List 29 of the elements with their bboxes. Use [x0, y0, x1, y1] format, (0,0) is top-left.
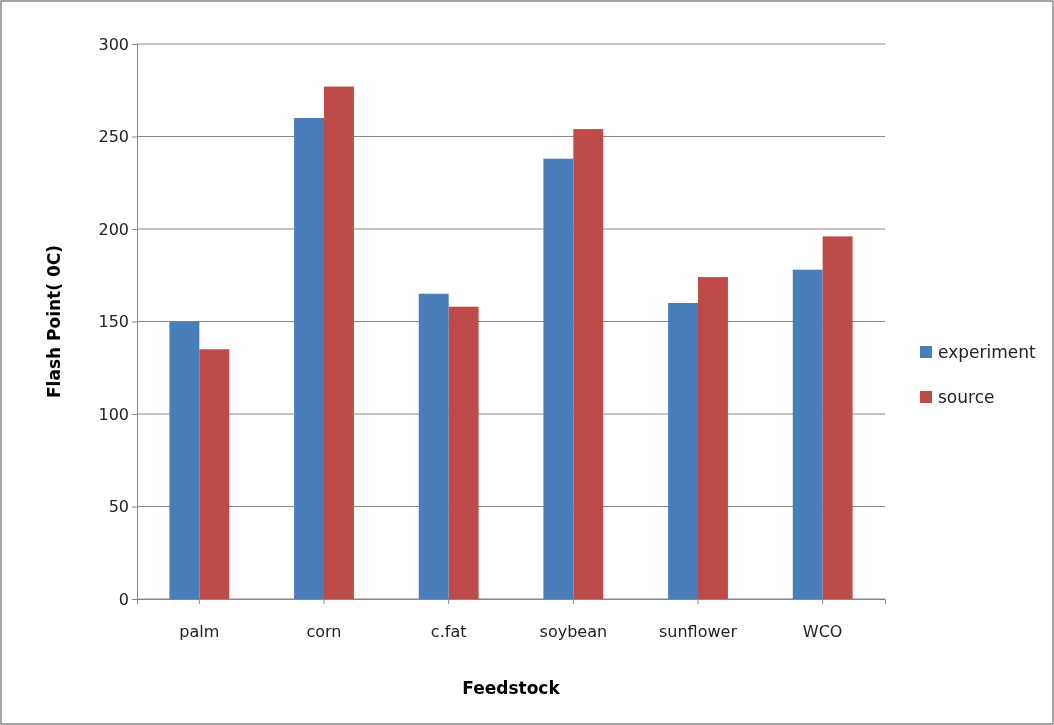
bar	[294, 118, 324, 599]
y-tick-label: 50	[108, 497, 129, 517]
y-axis-title: Flash Point( 0C)	[44, 244, 64, 399]
bar	[324, 86, 354, 599]
x-tick-label: corn	[306, 622, 342, 642]
y-tick-label: 100	[98, 404, 129, 424]
legend-label: experiment	[938, 342, 1036, 362]
bar	[822, 236, 853, 599]
bar	[543, 158, 574, 599]
bar	[668, 303, 698, 599]
legend-label: source	[938, 387, 995, 407]
y-tick-label: 250	[98, 127, 129, 147]
bar	[448, 306, 479, 599]
bar	[418, 293, 449, 599]
x-axis-title: Feedstock	[462, 678, 561, 698]
x-tick-label: palm	[179, 622, 220, 642]
y-tick-label: 0	[118, 589, 129, 609]
x-tick-label: sunflower	[659, 622, 738, 642]
y-tick-label: 150	[98, 312, 129, 332]
y-tick-label: 200	[98, 219, 129, 239]
bar	[169, 321, 200, 599]
x-tick-label: WCO	[802, 622, 843, 642]
bar	[573, 129, 604, 599]
bar	[698, 277, 728, 599]
y-tick-label: 300	[98, 34, 129, 54]
bar	[199, 349, 230, 599]
x-tick-label: soybean	[539, 622, 608, 642]
bar	[792, 269, 823, 599]
x-tick-label: c.fat	[430, 622, 467, 642]
